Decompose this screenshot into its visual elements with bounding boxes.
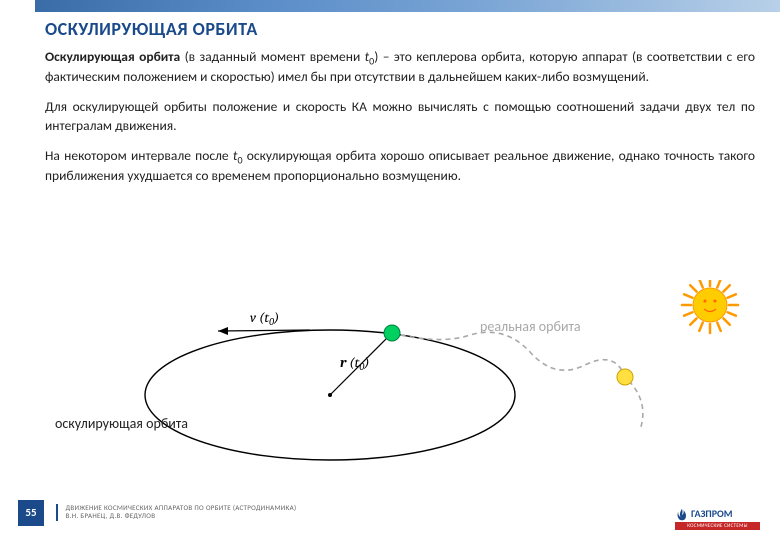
orbit-svg: v (t0) r (t0) [0, 280, 780, 475]
para-3: На некотором интервале после t0 оскулиру… [45, 147, 755, 185]
label-osculating-orbit: оскулирующая орбита [55, 415, 188, 432]
svg-text:r (t0): r (t0) [340, 354, 370, 373]
page-title: ОСКУЛИРУЮЩАЯ ОРБИТА [45, 18, 258, 40]
planet-yellow [617, 369, 633, 385]
sun-icon [682, 280, 738, 333]
label-real-orbit: реальная орбита [480, 318, 581, 335]
r-label: r (t0) [340, 354, 370, 373]
header-strip [35, 0, 780, 12]
page-number: 55 [18, 500, 44, 526]
orbit-diagram: v (t0) r (t0) реальная орбита оскулирующ… [0, 280, 780, 475]
svg-text:v (t0): v (t0) [250, 309, 279, 328]
title-bar: ОСКУЛИРУЮЩАЯ ОРБИТА [45, 18, 258, 40]
para-1: Оскулирующая орбита (в заданный момент в… [45, 48, 755, 86]
footer: 55 ДВИЖЕНИЕ КОСМИЧЕСКИХ АППАРАТОВ ПО ОРБ… [18, 500, 760, 530]
real-orbit-path [392, 332, 643, 430]
gazprom-logo: ГАЗПРОМ КОСМИЧЕСКИЕ СИСТЕМЫ [675, 507, 760, 530]
logo-subtitle: КОСМИЧЕСКИЕ СИСТЕМЫ [675, 522, 760, 530]
flame-icon [675, 508, 689, 522]
focus-dot [328, 393, 332, 397]
para-1-lead: Оскулирующая орбита [45, 48, 180, 65]
content: Оскулирующая орбита (в заданный момент в… [45, 48, 755, 197]
v-label: v (t0) [250, 309, 279, 328]
footer-text: ДВИЖЕНИЕ КОСМИЧЕСКИХ АППАРАТОВ ПО ОРБИТЕ… [56, 504, 297, 521]
para-2: Для оскулирующей орбиты положение и скор… [45, 98, 755, 134]
planet-green [384, 325, 400, 341]
